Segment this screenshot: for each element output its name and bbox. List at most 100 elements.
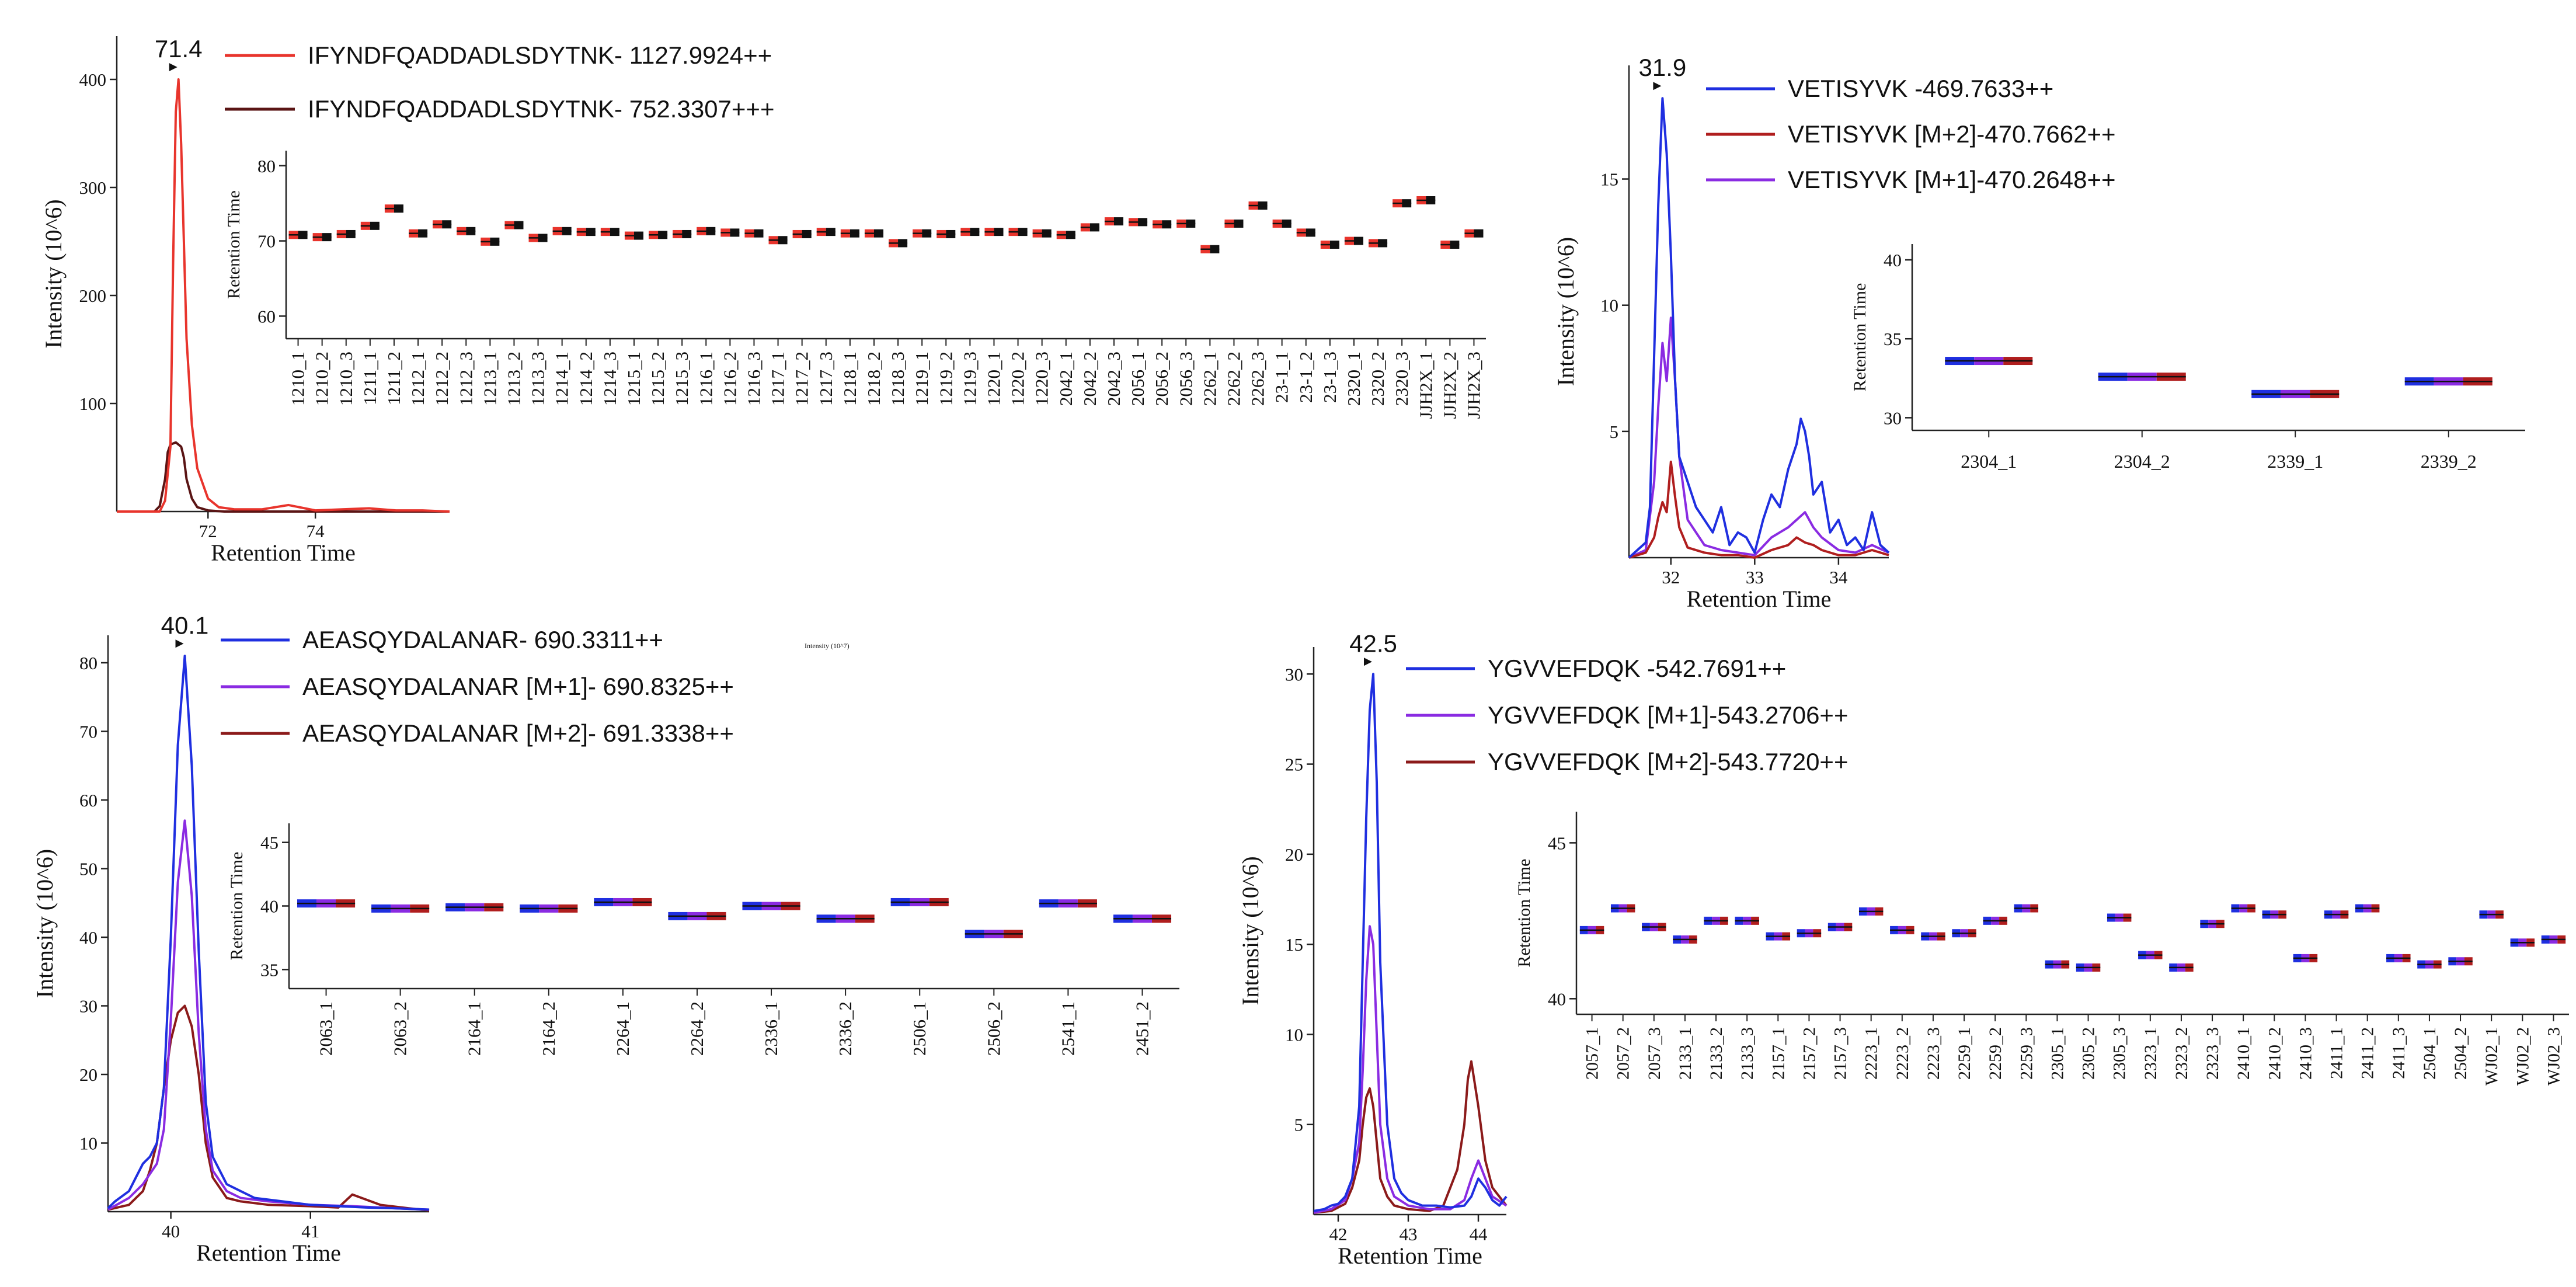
- inset-category-label: 2339_1: [2267, 451, 2323, 472]
- inset-category-label: 2042_3: [1103, 352, 1124, 406]
- series-line-2: [1313, 925, 1508, 1214]
- inset-category-label: 2304_2: [2114, 451, 2170, 472]
- inset-category-label: 2410_2: [2265, 1027, 2284, 1080]
- inset-category-label: 2057_3: [1645, 1027, 1664, 1080]
- inset-category-label: 2223_2: [1893, 1027, 1912, 1080]
- inset-category-label: 2262_1: [1199, 352, 1220, 406]
- x-axis-label: Retention Time: [1687, 586, 1832, 612]
- x-axis-label: Retention Time: [211, 540, 356, 566]
- x-tick-label: 40: [162, 1221, 180, 1241]
- inset-category-label: 1218_2: [864, 352, 884, 406]
- y-tick-label: 50: [79, 859, 98, 879]
- inset-category-label: 2541_1: [1057, 1001, 1078, 1056]
- y-tick-label: 60: [79, 790, 98, 811]
- inset-category-label: 2339_2: [2421, 451, 2477, 472]
- y-tick-label: 10: [79, 1133, 98, 1154]
- inset-category-label: 2506_2: [983, 1001, 1004, 1056]
- y-tick-label: 40: [79, 927, 98, 948]
- peak-marker-icon: [169, 63, 177, 71]
- inset-category-label: 1219_1: [911, 352, 932, 406]
- legend-label: YGVVEFDQK [M+1]-543.2706++: [1488, 701, 1849, 729]
- x-tick-label: 42: [1329, 1224, 1348, 1244]
- series-line-1: [117, 78, 450, 513]
- inset-category-label: 2133_3: [1738, 1027, 1757, 1080]
- y-tick-label: 20: [79, 1065, 98, 1085]
- inset-category-label: 1214_3: [600, 352, 620, 406]
- inset-category-label: 1210_2: [312, 352, 332, 406]
- inset-category-label: 2259_2: [1986, 1027, 2005, 1080]
- inset-category-label: 2157_3: [1831, 1027, 1850, 1080]
- inset-category-label: 2410_3: [2296, 1027, 2315, 1080]
- inset-category-label: 1213_3: [528, 352, 548, 406]
- series-line-1: [1628, 97, 1890, 559]
- inset-category-label: 2304_1: [1961, 451, 2017, 472]
- inset-category-label: 2264_1: [612, 1001, 633, 1056]
- inset-y-tick-label: 80: [257, 156, 276, 176]
- series-line-2: [1628, 460, 1889, 559]
- inset-category-label: 1211_1: [360, 352, 380, 405]
- inset-category-label: 2336_1: [761, 1001, 781, 1056]
- inset-category-label: 2410_1: [2234, 1027, 2253, 1080]
- x-tick-label: 33: [1746, 567, 1764, 587]
- inset-category-label: 2305_3: [2110, 1027, 2129, 1080]
- inset-category-label: 1217_3: [816, 352, 836, 406]
- y-tick-label: 25: [1285, 754, 1303, 775]
- inset-category-label: 1212_1: [408, 352, 428, 406]
- inset-category-label: 1212_3: [455, 352, 476, 406]
- series-line-3: [1628, 316, 1889, 559]
- inset-category-label: 1220_1: [983, 352, 1004, 406]
- inset-category-label: JJH2X_2: [1439, 352, 1460, 419]
- y-tick-label: 20: [1285, 844, 1303, 865]
- inset-category-label: WJ02_2: [2513, 1027, 2532, 1086]
- inset-category-label: JJH2X_3: [1463, 352, 1484, 419]
- inset-category-label: 1212_2: [431, 352, 452, 406]
- inset-category-label: 2042_2: [1080, 352, 1100, 406]
- y-tick-label: 400: [79, 69, 107, 90]
- inset-category-label: 2223_1: [1862, 1027, 1881, 1080]
- inset-category-label: 2323_1: [2141, 1027, 2160, 1080]
- peak-label: 40.1: [161, 611, 209, 639]
- inset-category-label: 1216_2: [719, 352, 740, 406]
- inset-category-label: 2259_3: [2017, 1027, 2036, 1080]
- inset-category-label: 2320_2: [1367, 352, 1388, 406]
- inset-category-label: 2164_1: [464, 1001, 485, 1056]
- inset-category-label: 2320_1: [1343, 352, 1364, 406]
- x-axis-label: Retention Time: [196, 1240, 341, 1266]
- inset-category-label: 1217_1: [768, 352, 788, 406]
- inset-y-tick-label: 35: [260, 959, 279, 980]
- peak-marker-icon: [1364, 658, 1372, 666]
- inset-y-tick-label: 40: [260, 896, 279, 917]
- y-tick-label: 10: [1285, 1024, 1303, 1045]
- inset-category-label: 1220_2: [1008, 352, 1028, 406]
- x-tick-label: 74: [307, 521, 325, 541]
- inset-category-label: 23-1_3: [1320, 352, 1340, 403]
- series-line-1: [1313, 673, 1508, 1212]
- inset-category-label: 1216_3: [743, 352, 764, 406]
- inset-category-label: 2305_1: [2048, 1027, 2067, 1080]
- inset-category-label: 2063_2: [390, 1001, 410, 1056]
- series-line-3: [107, 1004, 430, 1212]
- inset-y-axis-label: Retention Time: [1515, 859, 1534, 968]
- x-tick-label: 41: [301, 1221, 319, 1241]
- inset-category-label: 2164_2: [538, 1001, 559, 1056]
- x-tick-label: 44: [1470, 1224, 1488, 1244]
- inset-category-label: 2133_2: [1707, 1027, 1726, 1080]
- y-tick-label: 30: [79, 996, 98, 1017]
- inset-y-tick-label: 70: [257, 231, 276, 252]
- legend-label: YGVVEFDQK -542.7691++: [1488, 655, 1786, 682]
- y-tick-label: 70: [79, 722, 98, 742]
- inset-y-axis-label: Retention Time: [224, 190, 243, 299]
- inset-y-tick-label: 45: [260, 833, 279, 853]
- inset-y-tick-label: 35: [1884, 329, 1902, 349]
- inset-category-label: 2506_1: [909, 1001, 930, 1056]
- inset-category-label: 2133_1: [1676, 1027, 1695, 1080]
- x-tick-label: 34: [1829, 567, 1848, 587]
- inset-category-label: 2056_1: [1127, 352, 1148, 406]
- inset-category-label: 1215_1: [624, 352, 644, 406]
- inset-category-label: 2504_2: [2451, 1027, 2470, 1080]
- inset-y-tick-label: 45: [1548, 833, 1566, 853]
- y-axis-label: Intensity (10^6): [1552, 237, 1579, 386]
- inset-category-label: 2042_1: [1056, 352, 1076, 406]
- inset-category-label: 2320_3: [1391, 352, 1412, 406]
